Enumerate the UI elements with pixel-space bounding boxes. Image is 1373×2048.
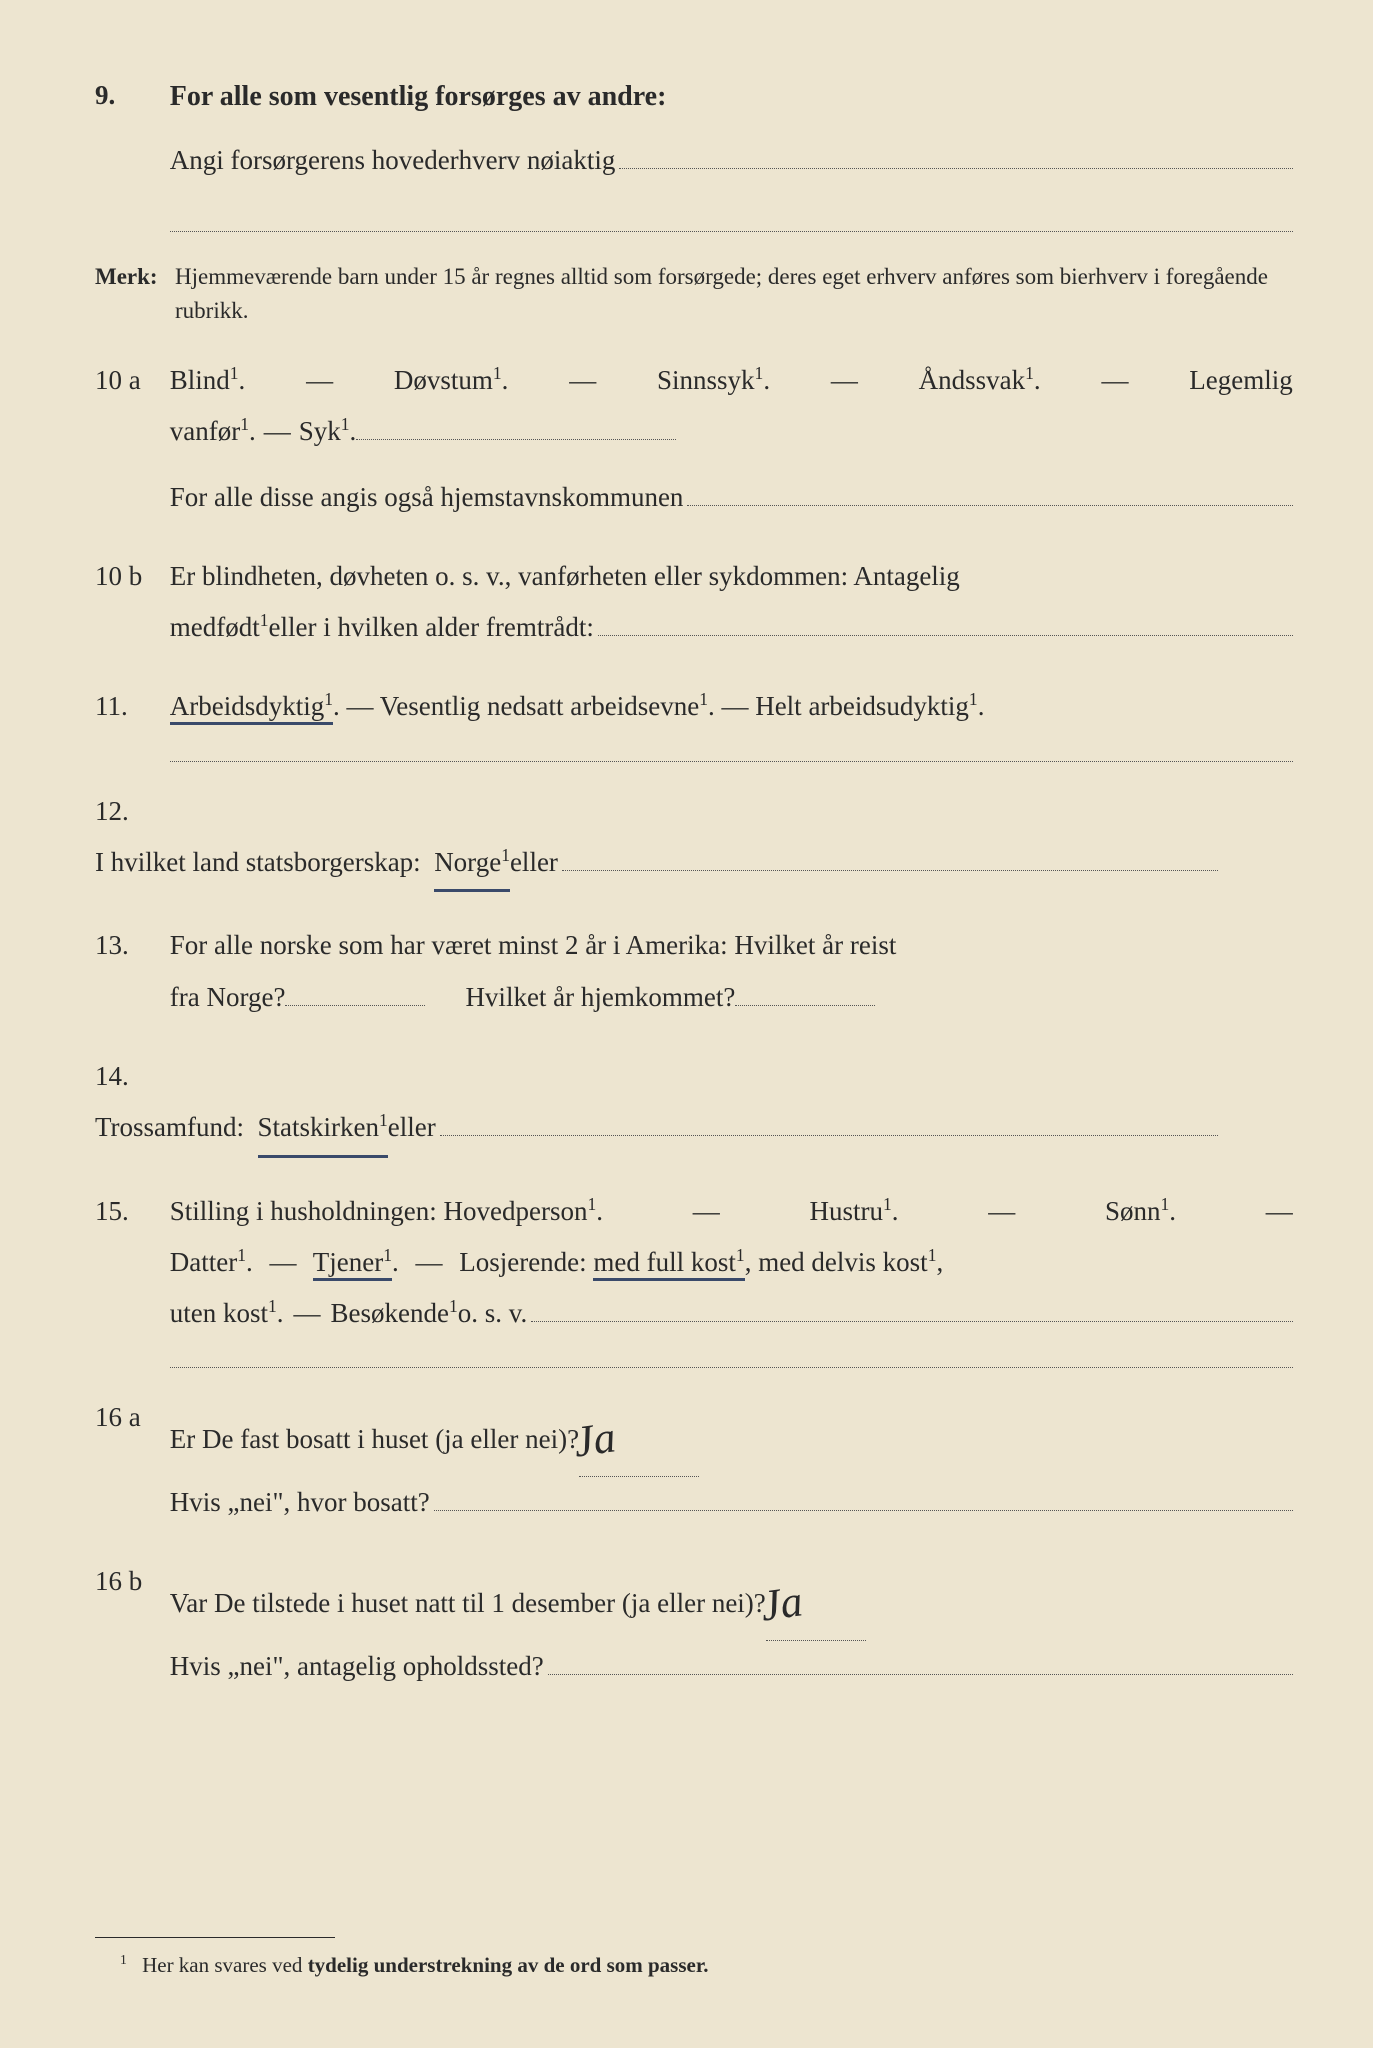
q9-title: For alle som vesentlig forsørges av andr… [170,81,667,112]
q14-eller: eller [388,1102,436,1153]
question-15: 15. Stilling i husholdningen: Hovedperso… [95,1186,1293,1340]
question-12: 12. I hvilket land statsborgerskap: Norg… [95,786,1293,893]
q12-norge: Norge [434,847,501,877]
q10a-opt-vanfor: vanfør [170,416,240,446]
fill-line [687,476,1292,506]
document-page: 9. For alle som vesentlig forsørges av a… [0,0,1373,2048]
q15-osv: o. s. v. [458,1288,528,1339]
answer-line: Ja [579,1392,699,1477]
q14-text1: Trossamfund: [95,1102,244,1153]
fill-line [598,606,1293,636]
q10a-opt-dovstum: Døvstum [394,365,493,395]
question-10b: 10 b Er blindheten, døvheten o. s. v., v… [95,551,1293,654]
question-16b: 16 b Var De tilstede i huset natt til 1 … [95,1556,1293,1692]
fill-line [531,1292,1292,1322]
q15-sonn: Sønn [1105,1196,1161,1226]
q15-full-kost: med full kost [593,1247,736,1277]
fill-line [619,140,1292,170]
q10a-opt-sinnssyk: Sinnssyk [657,365,755,395]
q10a-number: 10 a [95,355,163,406]
q15-besokende: Besøkende [331,1298,449,1328]
q16b-text2: Hvis „nei", antagelig opholdssted? [170,1641,544,1692]
question-10a: 10 a Blind1. — Døvstum1. — Sinnssyk1. — … [95,355,1293,523]
q16a-text2: Hvis „nei", hvor bosatt? [170,1477,430,1528]
q14-statskirken: Statskirken [258,1112,380,1142]
q11-opt3: Helt arbeidsudyktig [755,691,969,721]
divider-line [170,1367,1293,1368]
q11-opt2: Vesentlig nedsatt arbeidsevne [380,691,699,721]
q16b-text1: Var De tilstede i huset natt til 1 desem… [170,1578,766,1629]
fill-line [562,841,1218,871]
q15-tjener: Tjener [313,1247,383,1277]
answer-line: Ja [766,1556,866,1641]
question-16a: 16 a Er De fast bosatt i huset (ja eller… [95,1392,1293,1528]
q9-number: 9. [95,70,163,121]
footnote-rule [95,1937,335,1938]
merk-label: Merk: [95,260,175,327]
q10a-opt-legemlig: Legemlig [1189,355,1292,406]
question-11: 11. Arbeidsdyktig1. — Vesentlig nedsatt … [95,681,1293,732]
footnote-marker: 1 [120,1952,127,1967]
q10a-opt-syk: Syk [299,416,341,446]
q13-text1: For alle norske som har været minst 2 år… [170,920,1293,971]
q10b-text1: Er blindheten, døvheten o. s. v., vanfør… [170,551,1293,602]
q10a-opt-andssvak: Åndssvak [919,365,1026,395]
q16b-number: 16 b [95,1556,163,1607]
q10a-opt-blind: Blind [170,365,230,395]
q15-number: 15. [95,1186,163,1237]
q16a-answer: Ja [568,1396,621,1485]
q10b-text2b: eller i hvilken alder fremtrådt: [269,602,594,653]
q10b-medfodt: medfødt [170,612,260,642]
fill-line [285,1005,425,1006]
q13-text2: fra Norge? [170,972,286,1023]
q15-delvis-kost: , med delvis kost [745,1247,928,1277]
q16a-number: 16 a [95,1392,163,1443]
q15-text1: Stilling i husholdningen: Hovedperson [170,1196,588,1226]
footnote: 1 Her kan svares ved tydelig understrekn… [120,1952,708,1978]
q10b-number: 10 b [95,551,163,602]
q11-opt1: Arbeidsdyktig [170,691,325,721]
fill-line [356,439,676,440]
question-13: 13. For alle norske som har været minst … [95,920,1293,1023]
merk-note: Merk: Hjemmeværende barn under 15 år reg… [95,260,1293,327]
footnote-text: Her kan svares ved tydelig understreknin… [142,1953,708,1977]
q15-uten-kost: uten kost [170,1298,268,1328]
q10a-line2: For alle disse angis også hjemstavnskomm… [170,472,684,523]
q12-eller: eller [510,837,558,888]
fill-line [170,194,1293,232]
fill-line [440,1107,1218,1137]
fill-line [434,1481,1293,1511]
q13-text3: Hvilket år hjemkommet? [465,972,735,1023]
q12-text1: I hvilket land statsborgerskap: [95,837,421,888]
fill-line [548,1645,1293,1675]
q12-number: 12. [95,786,163,837]
q16a-text1: Er De fast bosatt i huset (ja eller nei)… [170,1414,579,1465]
merk-text: Hjemmeværende barn under 15 år regnes al… [175,260,1293,327]
q16b-answer: Ja [755,1560,808,1649]
q14-number: 14. [95,1051,163,1102]
divider-line [170,761,1293,762]
q15-hustru: Hustru [809,1196,883,1226]
question-9: 9. For alle som vesentlig forsørges av a… [95,70,1293,232]
fill-line [735,1005,875,1006]
question-14: 14. Trossamfund: Statskirken1 eller [95,1051,1293,1158]
q15-losjerende: Losjerende: [459,1247,593,1277]
q13-number: 13. [95,920,163,971]
q15-datter: Datter [170,1247,237,1277]
q11-number: 11. [95,681,163,732]
q9-subtitle: Angi forsørgerens hovederhverv nøiaktig [170,135,616,186]
